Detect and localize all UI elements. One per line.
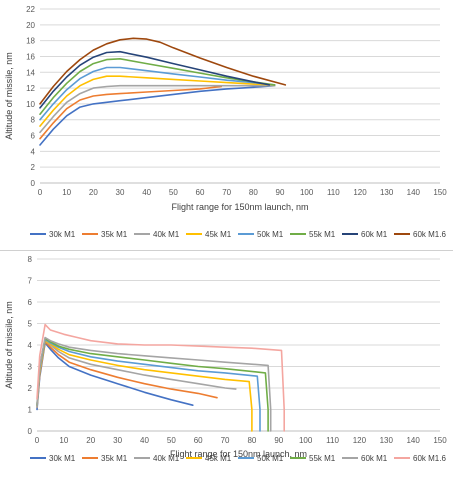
chart1-legend-label: 55k M1 xyxy=(309,454,336,463)
chart0-legend-label: 35k M1 xyxy=(101,230,128,239)
chart0-x-tick-label: 30 xyxy=(116,188,125,197)
chart0-y-tick-label: 0 xyxy=(31,179,36,188)
chart0-series-line-3 xyxy=(39,75,276,127)
chart0-y-tick-label: 16 xyxy=(26,52,35,61)
chart1-series-line-6 xyxy=(36,336,272,432)
chart0-legend-label: 60k M1.6 xyxy=(413,230,446,239)
chart0-y-tick-label: 18 xyxy=(26,37,35,46)
chart1-y-tick-label: 8 xyxy=(28,255,33,264)
chart0-series-line-1 xyxy=(39,85,223,140)
chart0-y-tick-label: 2 xyxy=(31,163,36,172)
chart0-legend-label: 30k M1 xyxy=(49,230,76,239)
chart1-y-tick-label: 4 xyxy=(28,341,33,350)
chart0-series-line-7 xyxy=(39,37,287,105)
chart1-x-tick-label: 90 xyxy=(274,436,283,445)
chart0-y-tick-label: 6 xyxy=(31,132,36,141)
chart1-x-tick-label: 50 xyxy=(167,436,176,445)
chart0-x-tick-label: 0 xyxy=(38,188,43,197)
chart1-x-tick-label: 80 xyxy=(247,436,256,445)
chart1-x-tick-label: 120 xyxy=(353,436,367,445)
chart0-y-axis-title: Altitude of missile, nm xyxy=(4,52,14,140)
chart1-x-tick-label: 10 xyxy=(59,436,68,445)
chart1-x-axis-title: Flight range for 150nm launch, nm xyxy=(170,449,307,459)
chart0-x-tick-label: 40 xyxy=(142,188,151,197)
chart1-x-tick-label: 110 xyxy=(326,436,339,445)
chart0-x-axis-title: Flight range for 150nm launch, nm xyxy=(171,202,308,212)
chart1-legend-label: 40k M1 xyxy=(153,454,180,463)
chart0-x-tick-label: 10 xyxy=(62,188,71,197)
chart0-y-tick-label: 4 xyxy=(31,147,36,156)
chart-panel-top: 0 2 4 6 8 10 12 14 16 18 20 22 0 10 20 30 40 50 60 70 80 90 10… xyxy=(0,0,453,244)
chart1-y-tick-label: 2 xyxy=(28,384,33,393)
chart0-series-line-4 xyxy=(39,66,276,121)
chart1-legend-label: 30k M1 xyxy=(49,454,76,463)
chart1-series-line-3 xyxy=(36,339,253,432)
chart1-y-tick-label: 5 xyxy=(28,320,33,329)
chart0-x-tick-label: 120 xyxy=(353,188,367,197)
chart1-series-line-4 xyxy=(36,338,261,432)
chart0-series-line-5 xyxy=(39,57,276,115)
chart0-y-tick-label: 22 xyxy=(26,5,35,14)
chart1-legend-label: 50k M1 xyxy=(257,454,284,463)
chart0-x-tick-label: 60 xyxy=(196,188,205,197)
chart1-series-line-5 xyxy=(36,337,269,432)
chart1-y-tick-label: 1 xyxy=(28,406,33,415)
chart1-series-line-7 xyxy=(36,323,286,432)
chart1-y-axis-title: Altitude of missile, nm xyxy=(4,301,14,389)
chart0-series-line-0 xyxy=(39,84,276,146)
chart1-x-tick-label: 130 xyxy=(380,436,394,445)
chart0-y-tick-label: 12 xyxy=(26,84,35,93)
chart1-legend-label: 60k M1 xyxy=(361,454,388,463)
chart1-legend-label: 35k M1 xyxy=(101,454,128,463)
chart0-x-tick-label: 90 xyxy=(276,188,285,197)
chart0-x-tick-label: 80 xyxy=(249,188,258,197)
chart0-x-tick-label: 110 xyxy=(327,188,340,197)
chart-panel-bottom: 0 1 2 3 4 5 6 7 8 0 10 20 30 40 50 60 70 80 90 100 110 120 130… xyxy=(0,250,453,501)
chart0-x-tick-label: 20 xyxy=(89,188,98,197)
chart0-legend-label: 60k M1 xyxy=(361,230,388,239)
chart1-y-tick-label: 6 xyxy=(28,298,33,307)
chart0-x-tick-label: 100 xyxy=(300,188,314,197)
chart0-legend-label: 45k M1 xyxy=(205,230,232,239)
chart1-x-tick-label: 70 xyxy=(221,436,230,445)
chart0-legend-label: 40k M1 xyxy=(153,230,180,239)
chart1-x-tick-label: 20 xyxy=(86,436,95,445)
chart1-legend-label: 60k M1.6 xyxy=(413,454,446,463)
chart1-x-tick-label: 60 xyxy=(194,436,203,445)
chart1-x-tick-label: 100 xyxy=(299,436,313,445)
chart0-legend-label: 55k M1 xyxy=(309,230,336,239)
chart0-legend-label: 50k M1 xyxy=(257,230,284,239)
chart1-y-tick-label: 0 xyxy=(28,427,33,436)
chart1-x-tick-label: 150 xyxy=(433,436,447,445)
chart0-x-tick-label: 70 xyxy=(222,188,231,197)
chart1-x-tick-label: 30 xyxy=(113,436,122,445)
chart0-y-tick-label: 8 xyxy=(31,116,36,125)
chart1-x-tick-label: 40 xyxy=(140,436,149,445)
chart0-series-line-2 xyxy=(39,84,276,134)
chart1-y-tick-label: 7 xyxy=(28,277,33,286)
chart1-y-tick-label: 3 xyxy=(28,363,33,372)
chart0-x-tick-label: 150 xyxy=(433,188,447,197)
chart1-x-tick-label: 0 xyxy=(35,436,40,445)
chart0-x-tick-label: 50 xyxy=(169,188,178,197)
chart1-x-tick-label: 140 xyxy=(406,436,420,445)
chart0-x-tick-label: 140 xyxy=(407,188,421,197)
chart0-series-line-6 xyxy=(39,50,271,109)
chart-top-svg: 0 2 4 6 8 10 12 14 16 18 20 22 0 10 20 30 40 50 60 70 80 90 10… xyxy=(4,5,447,239)
chart0-y-tick-label: 10 xyxy=(26,100,35,109)
chart0-y-tick-label: 20 xyxy=(26,21,35,30)
chart0-y-tick-label: 14 xyxy=(26,68,35,77)
chart1-legend-label: 45k M1 xyxy=(205,454,232,463)
chart0-x-tick-label: 130 xyxy=(380,188,394,197)
